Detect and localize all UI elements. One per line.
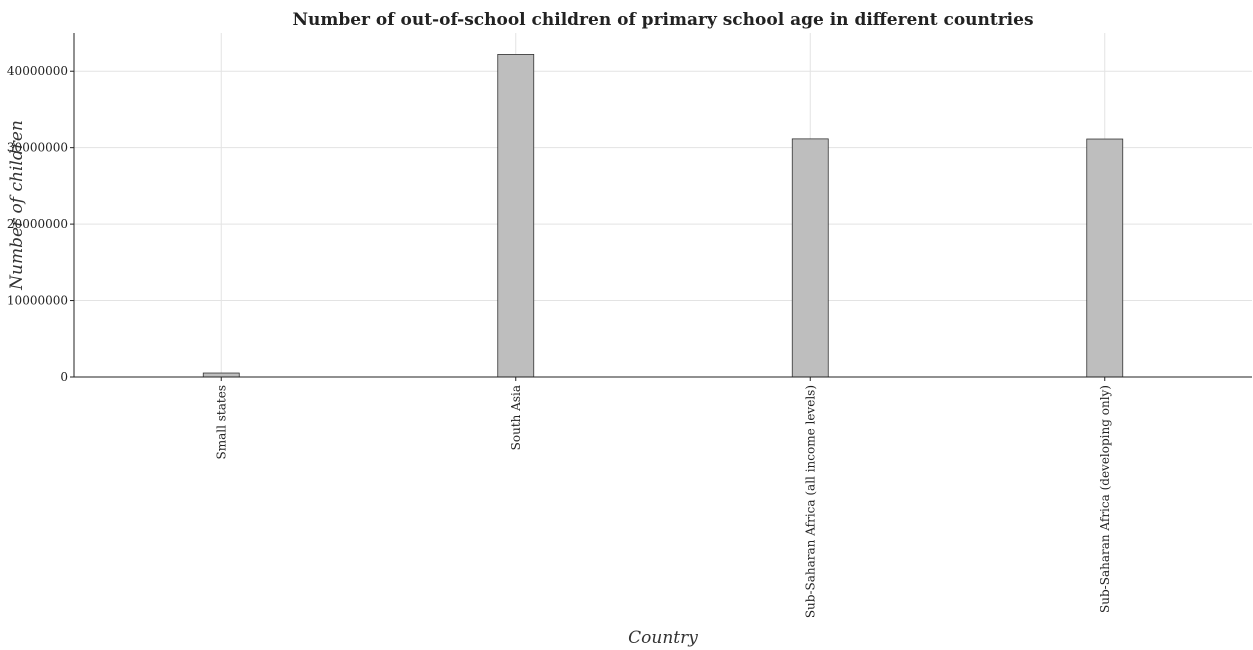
x-tick-label: Sub-Saharan Africa (all income levels) — [803, 385, 817, 618]
x-tick-label: South Asia — [509, 385, 523, 450]
bar — [1086, 138, 1124, 378]
y-axis-label: Number of children — [7, 120, 27, 291]
x-ticks: Small states South Asia Sub-Saharan Africa… — [214, 377, 1112, 618]
y-tick-label: 30000000 — [7, 141, 68, 155]
x-tick-label: Sub-Saharan Africa (developing only) — [1098, 385, 1112, 613]
y-tick-label: 40000000 — [7, 64, 68, 78]
y-tick-label: 10000000 — [7, 294, 68, 308]
x-tick-label: Small states — [214, 385, 228, 459]
y-tick-label: 0 — [60, 370, 68, 384]
gridlines — [74, 33, 1252, 378]
chart-title: Number of out-of-school children of prim… — [292, 10, 1033, 30]
axes — [73, 33, 1252, 378]
bar — [202, 372, 240, 378]
bar — [791, 138, 829, 378]
bar — [497, 54, 535, 378]
bars — [202, 54, 1124, 378]
x-axis-label: Country — [628, 628, 698, 648]
y-ticks: 0 10000000 20000000 30000000 40000000 — [7, 64, 74, 384]
y-tick-label: 20000000 — [7, 217, 68, 231]
